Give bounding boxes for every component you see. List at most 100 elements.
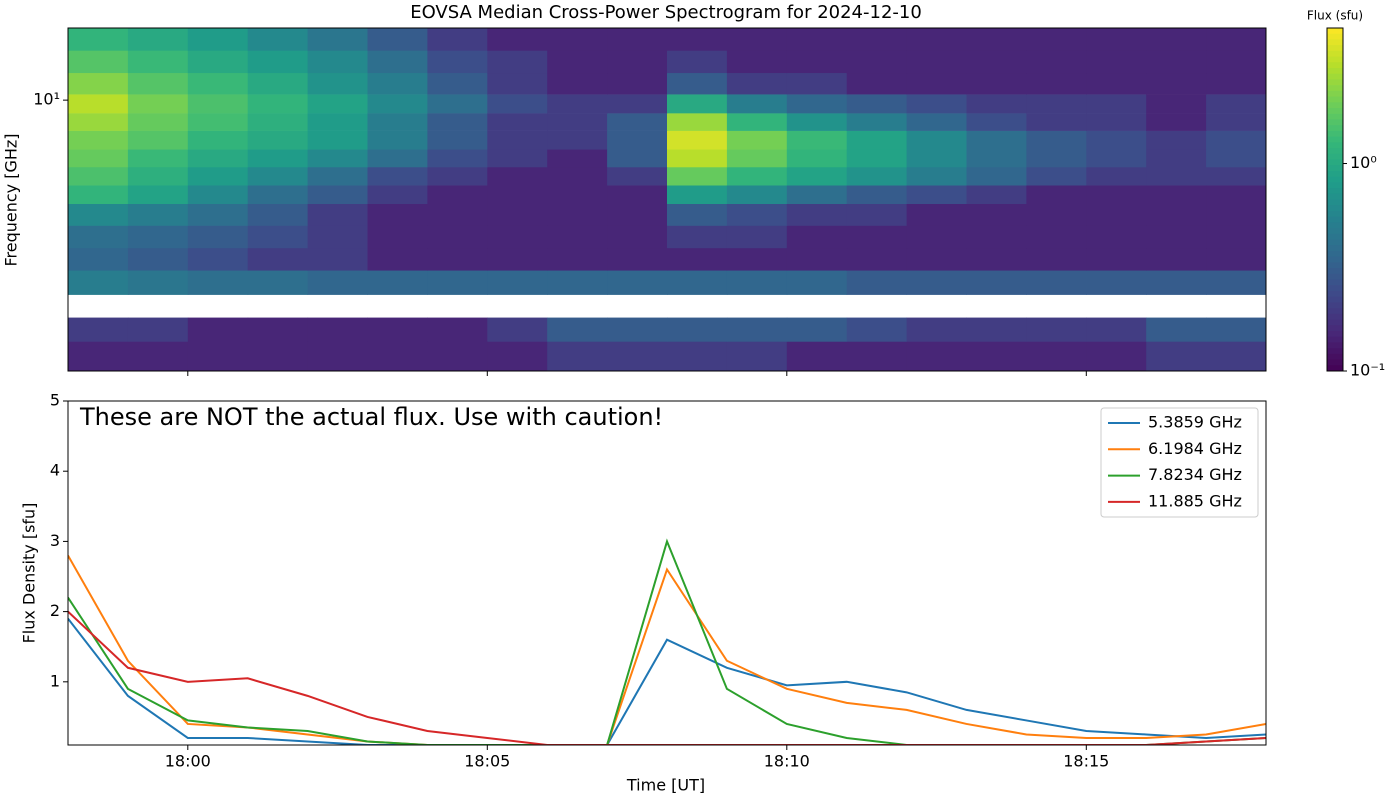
colorbar-step [1327,268,1343,275]
heat-cell [547,247,608,271]
heat-cell [966,166,1027,186]
heat-cell [127,203,189,226]
heat-cell [966,225,1027,249]
heat-cell [307,185,368,205]
heat-cell [1086,270,1147,295]
heat-cell [966,317,1027,342]
colorbar-step [1327,319,1343,326]
colorbar-step [1327,325,1343,332]
heat-cell [966,113,1027,131]
y-tick-label: 3 [50,531,60,550]
colorbar-step [1327,50,1343,58]
heat-cell [966,185,1027,205]
colorbar-step [1327,193,1343,200]
heat-cell [187,270,249,295]
heat-cell [607,166,668,186]
heat-cell [906,247,967,271]
heat-cell [667,185,728,205]
heat-cell [127,270,189,295]
colorbar-step [1327,159,1343,166]
heat-cell [547,113,608,131]
colorbar-tick-label: 10⁻¹ [1350,361,1385,380]
heat-cell [1146,203,1207,226]
heat-cell [487,247,548,271]
heat-cell [846,166,908,186]
colorbar-step [1327,210,1343,218]
y-axis-label: Flux Density [sfu] [20,503,39,644]
heat-cell [906,72,967,95]
colorbar-step [1327,136,1343,143]
heat-cell [127,50,189,74]
colorbar-step [1327,79,1343,86]
heat-cell [307,113,368,131]
heat-cell [1026,247,1087,271]
heat-cell [1206,270,1267,295]
heat-cell [667,130,728,150]
heat-cell [906,270,967,295]
heat-cell [966,247,1027,271]
heat-cell [307,94,368,114]
heat-cell [1086,166,1147,186]
heat-cell [187,28,249,51]
heat-cell [1146,94,1207,114]
heat-cell [68,203,129,226]
heat-cell [786,225,848,249]
heat-cell [367,203,428,226]
colorbar-step [1327,182,1343,189]
heat-cell [1086,50,1147,74]
colorbar-step [1327,68,1343,75]
heat-cell [846,130,908,150]
y-tick-label: 10¹ [33,90,60,109]
colorbar-step [1327,28,1343,35]
heat-cell [127,28,189,51]
heat-cell [247,225,309,249]
heat-cell [1026,203,1087,226]
heat-cell [187,247,249,271]
heat-cell [906,317,967,342]
heat-cell [307,247,368,271]
heat-cell [1146,28,1207,51]
heat-cell [966,94,1027,114]
heat-cell [427,94,488,114]
heat-cell [726,130,788,150]
heat-cell [307,270,368,295]
heat-cell [427,72,488,95]
heat-cell [247,247,309,271]
heat-cell [786,72,848,95]
heat-cell [786,185,848,205]
heat-cell [68,113,129,131]
heat-cell [307,203,368,226]
heat-cell [1146,247,1207,271]
heat-cell [1146,113,1207,131]
colorbar-step [1327,85,1343,92]
heat-cell [367,28,428,51]
heat-cell [906,185,967,205]
colorbar-step [1327,330,1343,338]
heat-cell [487,317,548,342]
heat-cell [247,130,309,150]
heat-cell [307,72,368,95]
heat-cell [906,113,967,131]
series-line [68,554,1266,745]
heat-cell [187,185,249,205]
heat-cell [1026,72,1087,95]
heat-cell [367,113,428,131]
heat-cell [127,149,189,168]
heat-cell [487,166,548,186]
colorbar-tick-label: 10⁰ [1350,153,1377,172]
heat-cell [966,130,1027,150]
heat-cell [547,94,608,114]
heat-cell [367,185,428,205]
colorbar-step [1327,165,1343,172]
legend-label: 7.8234 GHz [1148,465,1242,484]
heat-cell [1026,28,1087,51]
heat-cell [1026,166,1087,186]
heat-cell [427,130,488,150]
heat-cell [966,149,1027,168]
colorbar-step [1327,359,1343,366]
heat-cell [487,203,548,226]
heat-cell [846,247,908,271]
heat-cell [187,130,249,150]
heat-cell [127,185,189,205]
heat-cell [1026,270,1087,295]
